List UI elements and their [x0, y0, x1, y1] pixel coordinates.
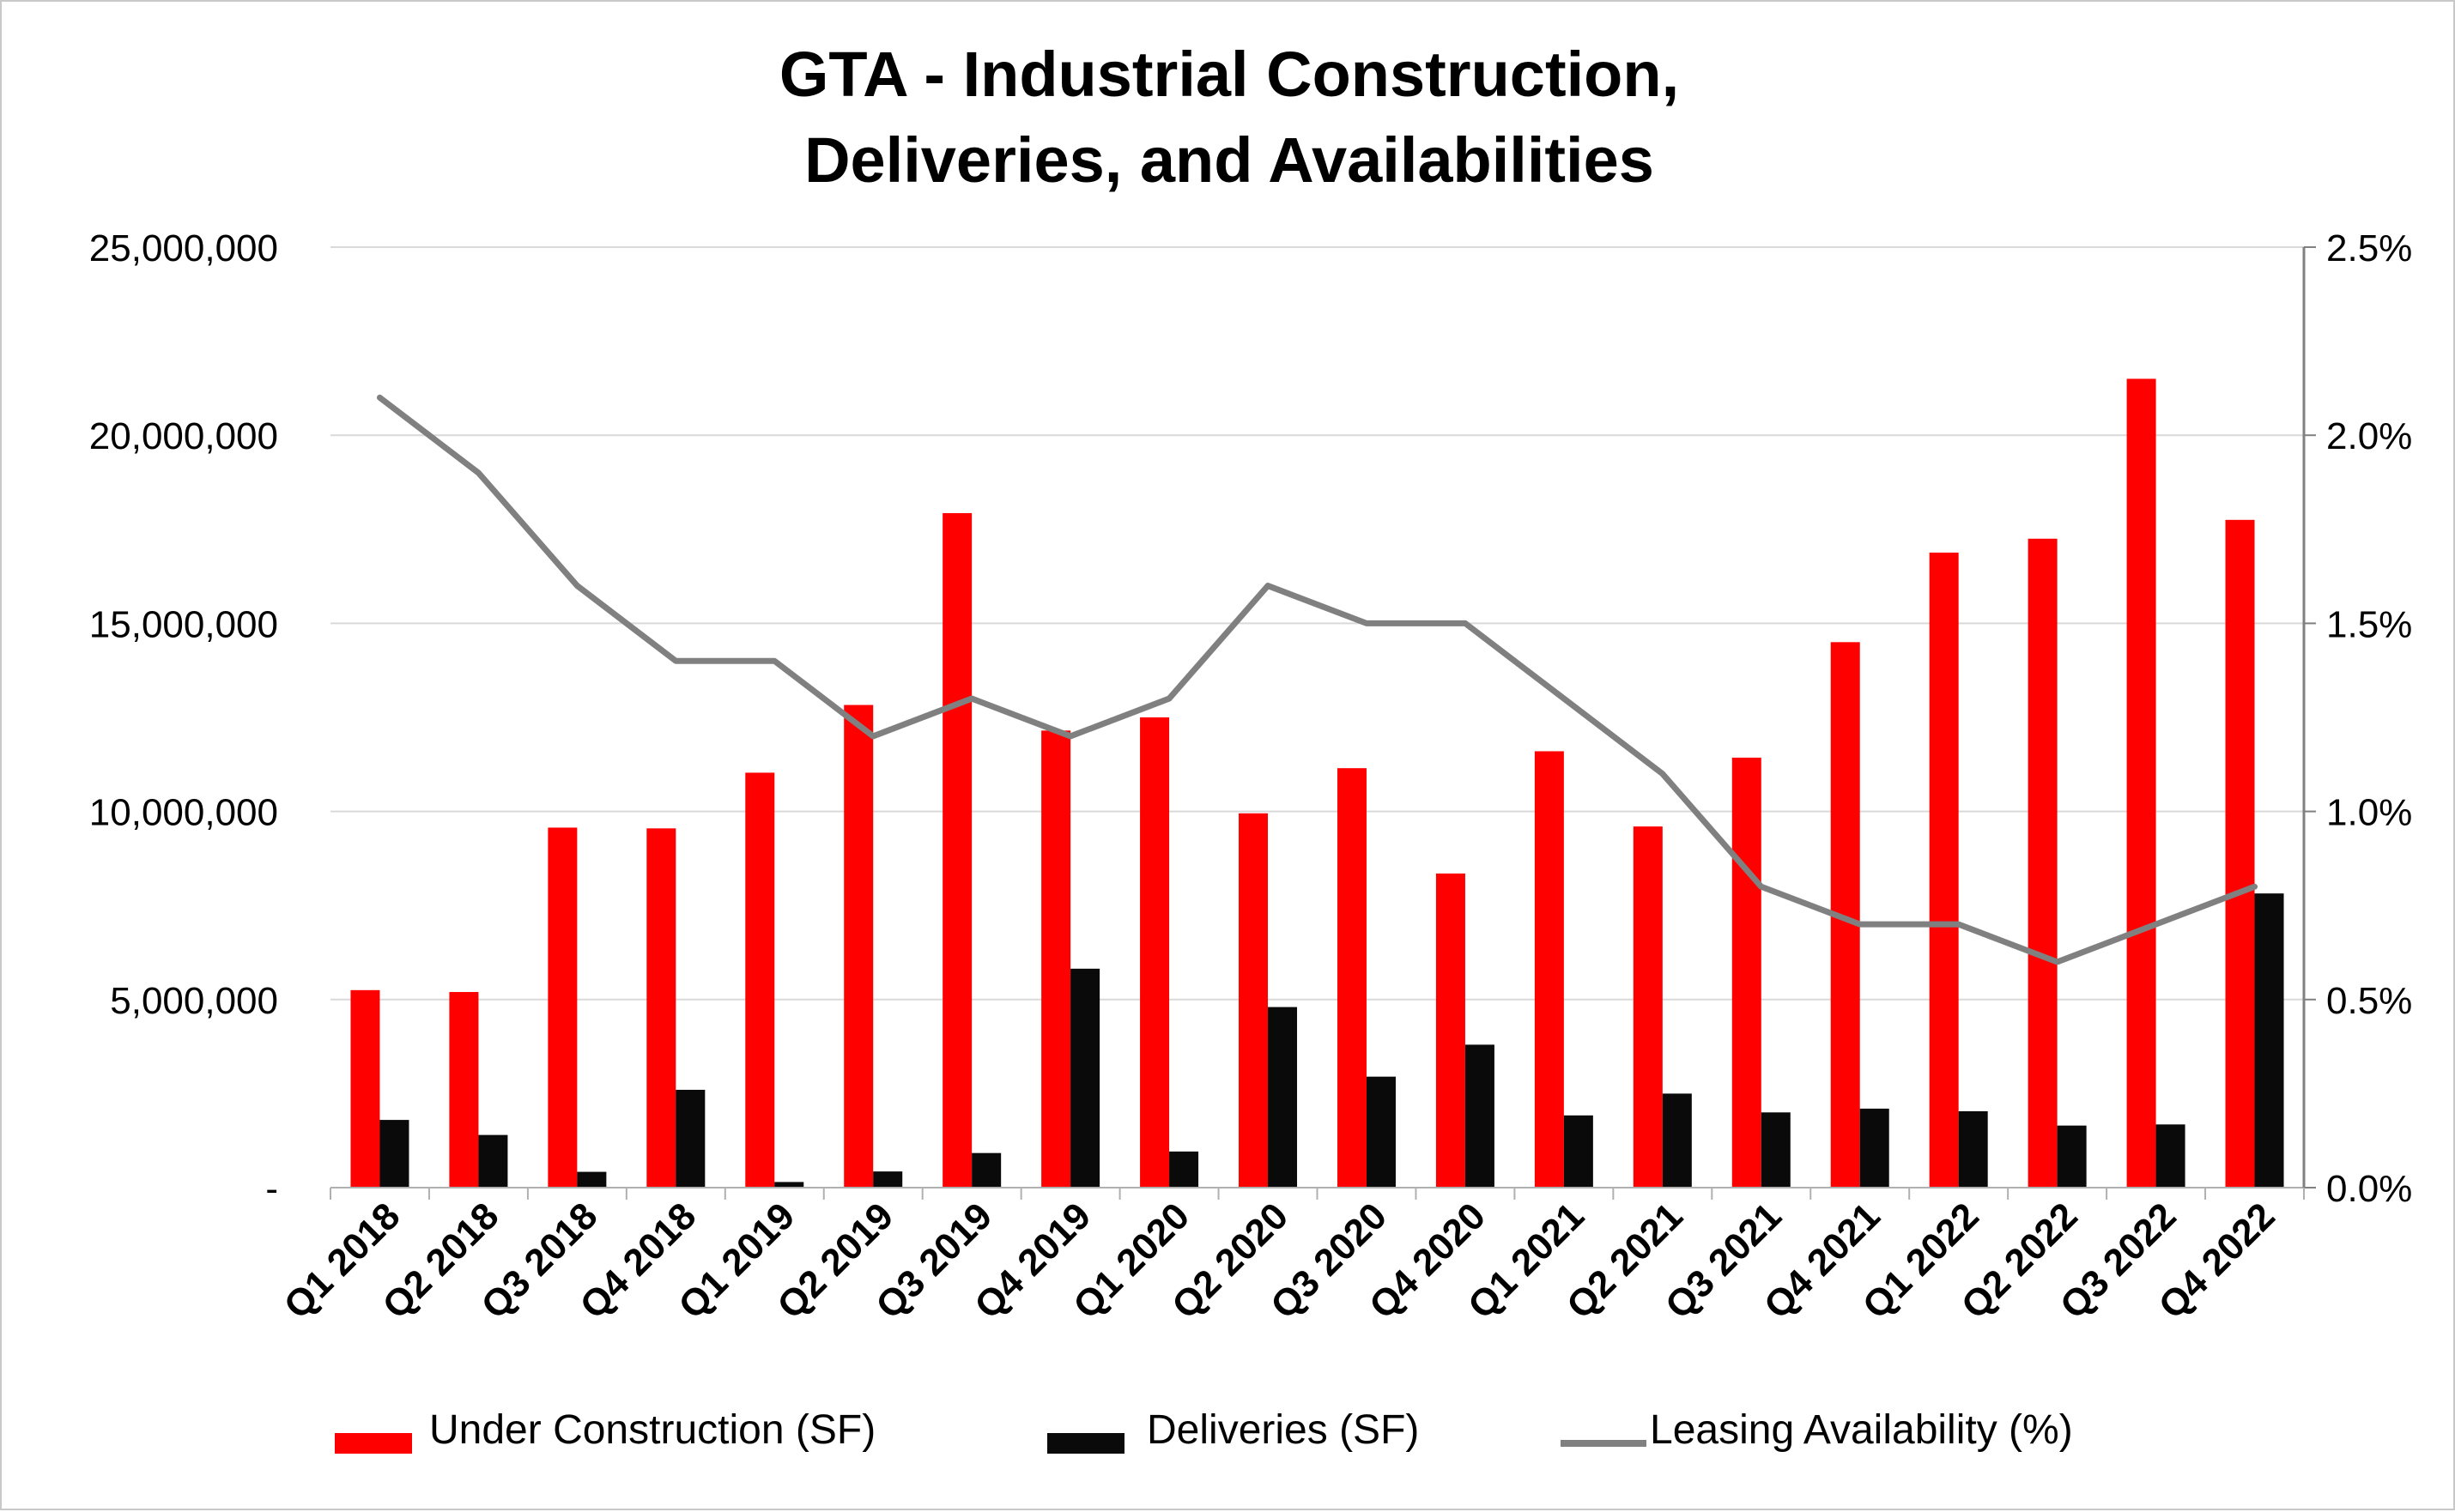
- bar-deliveries: [1268, 1007, 1298, 1188]
- bar-deliveries: [478, 1134, 508, 1188]
- bar-deliveries: [1169, 1151, 1199, 1188]
- bar-under-construction: [1633, 826, 1663, 1188]
- line-series: [376, 394, 2258, 965]
- right-tick-label: 0.5%: [2326, 980, 2412, 1022]
- bar-deliveries: [1070, 968, 1100, 1188]
- left-tick-label: -: [265, 1168, 278, 1210]
- bar-deliveries: [1563, 1115, 1593, 1188]
- bar-under-construction: [1337, 768, 1367, 1188]
- legend-label-deliveries: Deliveries (SF): [1147, 1407, 1419, 1453]
- bar-under-construction: [2028, 538, 2058, 1188]
- bar-series: [350, 378, 2284, 1188]
- bar-deliveries: [873, 1171, 903, 1188]
- bar-under-construction: [1929, 552, 1959, 1188]
- left-tick-label: 20,000,000: [89, 415, 278, 457]
- bar-under-construction: [548, 827, 578, 1188]
- leasing-availability-line: [376, 394, 2258, 965]
- left-tick-label: 15,000,000: [89, 603, 278, 645]
- bar-under-construction: [1534, 751, 1564, 1188]
- bar-under-construction: [1239, 813, 1269, 1188]
- left-tick-label: 25,000,000: [89, 227, 278, 269]
- bar-deliveries: [1761, 1112, 1791, 1188]
- legend-swatch-deliveries: [1047, 1433, 1124, 1454]
- bar-under-construction: [745, 772, 775, 1188]
- bar-under-construction: [1731, 757, 1761, 1188]
- axes: [330, 246, 2316, 1200]
- right-tick-label: 1.0%: [2326, 792, 2412, 834]
- legend: Under Construction (SF) Deliveries (SF) Le…: [335, 1407, 2073, 1454]
- right-axis-tick-labels: 0.0% 0.5% 1.0% 1.5% 2.0% 2.5%: [2326, 227, 2412, 1210]
- bar-under-construction: [646, 828, 676, 1188]
- left-tick-label: 10,000,000: [89, 792, 278, 834]
- right-tick-label: 2.0%: [2326, 415, 2412, 457]
- bar-under-construction: [844, 705, 874, 1188]
- left-tick-label: 5,000,000: [110, 980, 278, 1022]
- bar-deliveries: [774, 1182, 804, 1188]
- bar-under-construction: [943, 512, 973, 1188]
- bar-under-construction: [1041, 730, 1071, 1188]
- legend-label-leasing-availability: Leasing Availability (%): [1650, 1407, 2073, 1453]
- bar-deliveries: [676, 1090, 706, 1188]
- bar-deliveries: [2254, 893, 2284, 1188]
- bar-deliveries: [1859, 1108, 1889, 1188]
- bar-deliveries: [972, 1152, 1002, 1188]
- bar-deliveries: [1464, 1044, 1494, 1188]
- gridlines: [330, 246, 2304, 1001]
- bar-under-construction: [350, 989, 380, 1188]
- bar-deliveries: [577, 1171, 607, 1188]
- legend-label-under-construction: Under Construction (SF): [429, 1407, 876, 1453]
- bar-under-construction: [2225, 519, 2255, 1188]
- left-axis-tick-labels: - 5,000,000 10,000,000 15,000,000 20,000,000…: [89, 227, 278, 1210]
- bar-deliveries: [1662, 1093, 1692, 1188]
- right-tick-label: 2.5%: [2326, 227, 2412, 269]
- bar-under-construction: [1140, 717, 1170, 1188]
- chart-title-line-1: GTA - Industrial Construction,: [779, 39, 1679, 110]
- chart-title-line-2: Deliveries, and Availabilities: [804, 124, 1654, 196]
- bar-under-construction: [1435, 873, 1465, 1188]
- legend-swatch-under-construction: [335, 1433, 412, 1454]
- bar-under-construction: [449, 992, 479, 1188]
- bar-deliveries: [2057, 1125, 2087, 1188]
- bar-deliveries: [1366, 1076, 1396, 1188]
- bar-deliveries: [1958, 1111, 1988, 1188]
- bar-deliveries: [379, 1120, 409, 1188]
- bar-deliveries: [2155, 1124, 2185, 1188]
- right-tick-label: 1.5%: [2326, 603, 2412, 645]
- bar-under-construction: [2126, 378, 2156, 1188]
- right-tick-label: 0.0%: [2326, 1168, 2412, 1210]
